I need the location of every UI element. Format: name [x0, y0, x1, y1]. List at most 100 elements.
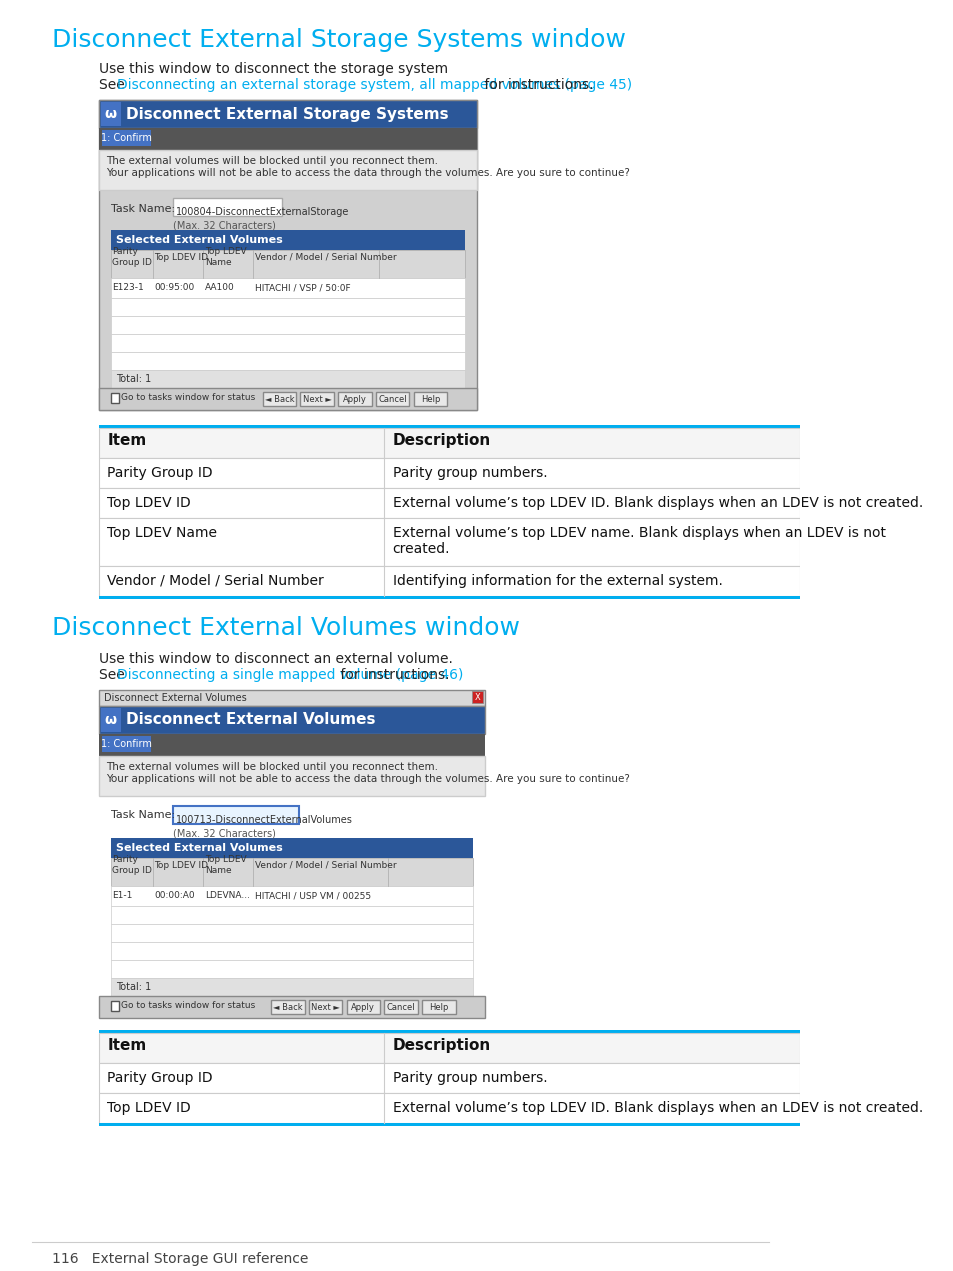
Text: LDEVNA...: LDEVNA...	[205, 891, 250, 900]
Text: External volume’s top LDEV ID. Blank displays when an LDEV is not created.: External volume’s top LDEV ID. Blank dis…	[393, 1101, 922, 1115]
Bar	[99, 425, 800, 428]
Text: Top LDEV ID: Top LDEV ID	[154, 253, 208, 262]
Text: Top LDEV ID: Top LDEV ID	[108, 496, 191, 510]
Bar	[111, 886, 473, 906]
Bar	[111, 297, 464, 316]
Text: Top LDEV
Name: Top LDEV Name	[205, 855, 246, 874]
Text: Total: 1: Total: 1	[115, 982, 151, 991]
Text: Disconnect External Storage Systems: Disconnect External Storage Systems	[126, 107, 448, 122]
Text: Apply: Apply	[351, 1003, 375, 1012]
Text: Parity
Group ID: Parity Group ID	[112, 855, 152, 874]
Text: Your applications will not be able to access the data through the volumes. Are y: Your applications will not be able to ac…	[106, 774, 629, 784]
Bar	[99, 428, 800, 458]
Text: ◄ Back: ◄ Back	[264, 394, 294, 403]
Bar	[111, 977, 473, 996]
Bar	[172, 198, 281, 216]
Text: The external volumes will be blocked until you reconnect them.: The external volumes will be blocked unt…	[106, 763, 437, 771]
Text: Your applications will not be able to access the data through the volumes. Are y: Your applications will not be able to ac…	[106, 168, 629, 178]
Bar	[414, 391, 447, 405]
Text: Parity group numbers.: Parity group numbers.	[393, 466, 547, 480]
Bar	[111, 838, 473, 858]
Text: Disconnect External Volumes window: Disconnect External Volumes window	[52, 616, 519, 641]
Text: 100713-DisconnectExternalVolumes: 100713-DisconnectExternalVolumes	[176, 815, 353, 825]
Text: Cancel: Cancel	[378, 394, 407, 403]
Text: 116   External Storage GUI reference: 116 External Storage GUI reference	[52, 1252, 308, 1266]
Text: Disconnect External Volumes: Disconnect External Volumes	[126, 713, 375, 727]
Bar	[346, 1000, 379, 1014]
Text: Selected External Volumes: Selected External Volumes	[115, 843, 282, 853]
Text: Identifying information for the external system.: Identifying information for the external…	[393, 574, 721, 588]
Text: External volume’s top LDEV ID. Blank displays when an LDEV is not created.: External volume’s top LDEV ID. Blank dis…	[393, 496, 922, 510]
Text: Selected External Volumes: Selected External Volumes	[115, 235, 282, 245]
Bar	[309, 1000, 342, 1014]
Text: 1: Confirm: 1: Confirm	[101, 133, 152, 144]
Bar	[99, 733, 484, 756]
Text: Vendor / Model / Serial Number: Vendor / Model / Serial Number	[254, 860, 396, 869]
Text: Vendor / Model / Serial Number: Vendor / Model / Serial Number	[108, 574, 324, 588]
Text: Help: Help	[420, 394, 439, 403]
Text: for instructions.: for instructions.	[479, 78, 593, 92]
Bar	[99, 128, 476, 150]
Bar	[99, 690, 484, 705]
Bar	[111, 906, 473, 924]
Text: The external volumes will be blocked until you reconnect them.: The external volumes will be blocked unt…	[106, 156, 437, 167]
Text: Disconnect External Volumes: Disconnect External Volumes	[104, 693, 247, 703]
Bar	[102, 130, 151, 146]
Text: 00:95:00: 00:95:00	[154, 283, 194, 292]
Text: Use this window to disconnect the storage system: Use this window to disconnect the storag…	[99, 62, 448, 76]
Text: External volume’s top LDEV name. Blank displays when an LDEV is not
created.: External volume’s top LDEV name. Blank d…	[393, 526, 884, 557]
Text: Vendor / Model / Serial Number: Vendor / Model / Serial Number	[254, 253, 396, 262]
Text: HITACHI / USP VM / 00255: HITACHI / USP VM / 00255	[254, 891, 371, 900]
Text: Parity Group ID: Parity Group ID	[108, 466, 213, 480]
Bar	[99, 388, 476, 411]
Text: (Max. 32 Characters): (Max. 32 Characters)	[172, 220, 275, 230]
Text: Parity
Group ID: Parity Group ID	[112, 248, 152, 267]
Text: Help: Help	[429, 1003, 448, 1012]
Bar	[99, 566, 800, 596]
Bar	[99, 1063, 800, 1093]
Bar	[172, 806, 298, 824]
Text: for instructions.: for instructions.	[335, 669, 449, 683]
Text: Parity group numbers.: Parity group numbers.	[393, 1071, 547, 1085]
Bar	[111, 960, 473, 977]
Text: Top LDEV ID: Top LDEV ID	[154, 860, 208, 869]
Bar	[111, 230, 464, 250]
Bar	[111, 924, 473, 942]
Text: X: X	[474, 693, 479, 702]
Bar	[384, 1000, 417, 1014]
Text: (Max. 32 Characters): (Max. 32 Characters)	[172, 827, 275, 838]
Bar	[111, 316, 464, 334]
Bar	[111, 278, 464, 297]
Text: Disconnecting a single mapped volume (page 46): Disconnecting a single mapped volume (pa…	[117, 669, 463, 683]
Text: Go to tasks window for status: Go to tasks window for status	[121, 1002, 254, 1010]
Bar	[99, 705, 484, 733]
Bar	[111, 352, 464, 370]
Bar	[101, 708, 121, 732]
Bar	[99, 996, 484, 1018]
Bar	[99, 756, 484, 796]
Text: Total: 1: Total: 1	[115, 374, 151, 384]
Bar	[99, 488, 800, 519]
Text: 00:00:A0: 00:00:A0	[154, 891, 194, 900]
Text: ω: ω	[105, 107, 116, 121]
Bar	[471, 691, 483, 703]
Text: E1-1: E1-1	[112, 891, 132, 900]
Text: 100804-DisconnectExternalStorage: 100804-DisconnectExternalStorage	[176, 207, 349, 217]
Text: Cancel: Cancel	[386, 1003, 415, 1012]
Text: See: See	[99, 78, 129, 92]
Bar	[99, 100, 476, 128]
Bar	[111, 393, 119, 403]
Text: Top LDEV Name: Top LDEV Name	[108, 526, 217, 540]
Bar	[99, 1124, 800, 1126]
Bar	[99, 519, 800, 566]
Text: Parity Group ID: Parity Group ID	[108, 1071, 213, 1085]
Bar	[99, 150, 476, 189]
Text: HITACHI / VSP / 50:0F: HITACHI / VSP / 50:0F	[254, 283, 351, 292]
Text: Task Name:: Task Name:	[111, 205, 174, 214]
Text: Item: Item	[108, 433, 147, 447]
Text: Apply: Apply	[342, 394, 367, 403]
Text: E123-1: E123-1	[112, 283, 144, 292]
Bar	[99, 1093, 800, 1124]
Text: Top LDEV
Name: Top LDEV Name	[205, 248, 246, 267]
Text: Next ►: Next ►	[302, 394, 332, 403]
